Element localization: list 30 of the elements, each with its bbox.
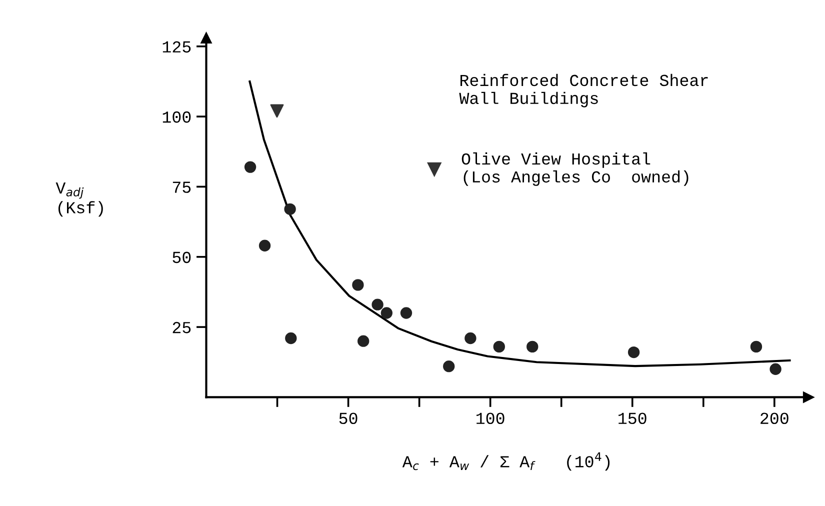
y-tick-label: 50 [172, 252, 191, 264]
point [526, 340, 538, 353]
point [750, 340, 762, 353]
annotation: Reinforced Concrete Shear Wall Buildings [459, 74, 708, 108]
point [352, 279, 364, 291]
point [372, 298, 384, 310]
point [244, 161, 256, 173]
y-tick-label: 100 [162, 111, 191, 123]
point [258, 240, 271, 252]
point [443, 360, 455, 372]
point [464, 332, 476, 344]
y-tick-label: 25 [172, 322, 191, 334]
point [380, 307, 392, 319]
x-tick-label: 50 [339, 412, 358, 424]
point [285, 332, 297, 344]
x-tick-label: 200 [760, 412, 788, 424]
point [493, 340, 505, 353]
x-tick-label: 100 [476, 412, 504, 424]
x-tick-label: 150 [618, 412, 646, 424]
text: A$_{c}$ + A$_{w}$ / Σ A$_{f}$ (10$^{4}$) [402, 452, 610, 471]
y-axis-title: V$_{adj}$ (Ksf) [56, 182, 103, 217]
y-tick-label: 125 [162, 41, 191, 53]
point [284, 203, 296, 216]
point [770, 363, 782, 375]
point [628, 346, 640, 358]
point [358, 335, 370, 347]
y-tick-label: 75 [172, 182, 191, 193]
point [270, 104, 284, 118]
point [400, 307, 412, 319]
legend-label: Olive View Hospital (Los Angeles Co owned) [462, 152, 688, 186]
